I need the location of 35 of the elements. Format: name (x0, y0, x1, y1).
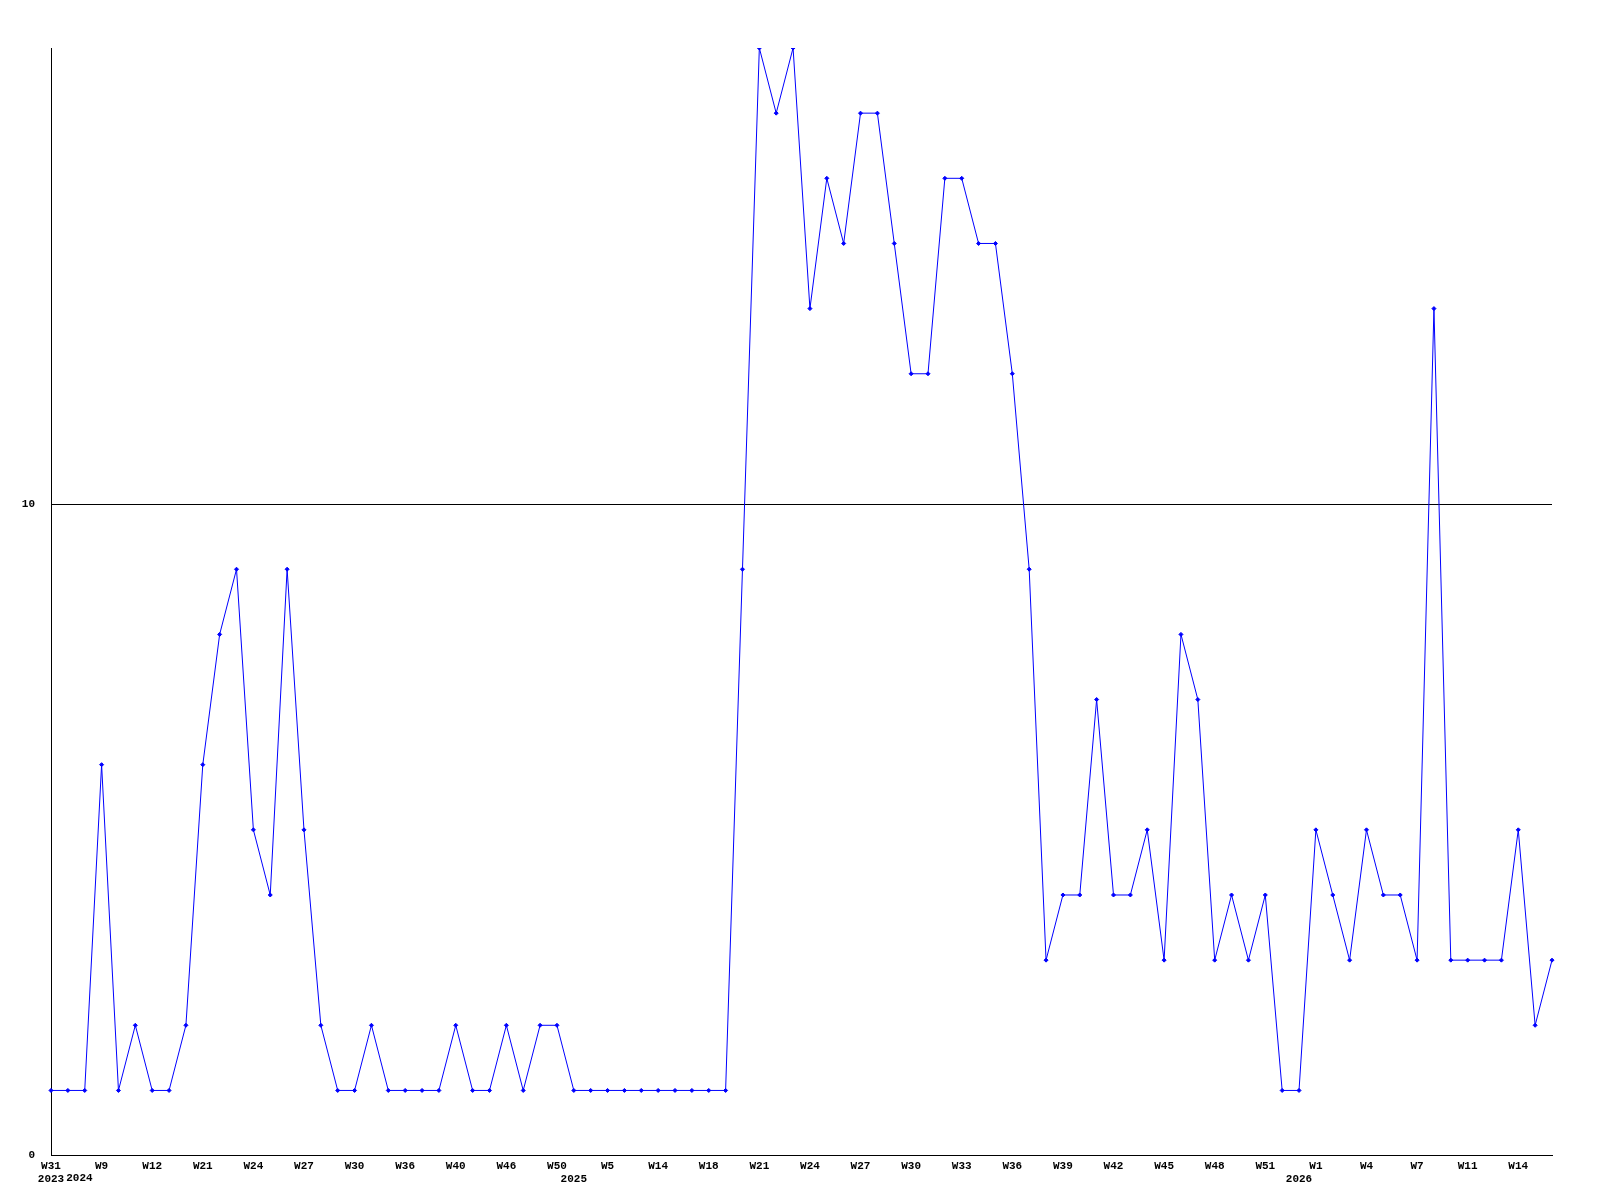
y-tick-label: 10 (21, 497, 35, 510)
x-tick-label: W27 (294, 1159, 314, 1172)
x-tick-label: 2026 (1285, 1173, 1313, 1186)
x-tick-label: W18 (698, 1159, 720, 1172)
x-tick-label: W7 (1410, 1159, 1424, 1172)
x-tick-label: W45 (1154, 1159, 1175, 1172)
x-tick-label: W21 (749, 1159, 770, 1172)
x-tick-label: W51 (1255, 1159, 1276, 1172)
x-tick-label: W31 2023 (37, 1159, 65, 1186)
x-tick-label: W36 (1002, 1159, 1023, 1172)
x-tick-label: W39 (1053, 1159, 1073, 1172)
x-tick-label: W14 (648, 1159, 669, 1172)
x-tick-label: W12 (142, 1159, 163, 1172)
x-tick-label: W24 (800, 1159, 821, 1172)
x-tick-label: W48 (1204, 1159, 1225, 1172)
x-tick-label: W21 (192, 1159, 214, 1172)
x-tick-label: W11 (1457, 1159, 1478, 1172)
text: 2024 (66, 1172, 94, 1185)
x-tick-label: 2025 (560, 1173, 588, 1186)
x-tick-label: W4 (1359, 1159, 1374, 1172)
x-tick-label: W50 (547, 1159, 567, 1172)
x-tick-label: W30 (344, 1159, 365, 1172)
x-tick-label: W9 (94, 1159, 109, 1172)
x-tick-label: W33 (951, 1159, 973, 1172)
x-tick-label: W27 (850, 1159, 871, 1172)
x-tick-label: W46 (496, 1159, 517, 1172)
x-tick-label: W1 (1309, 1159, 1323, 1172)
x-tick-label: W14 (1508, 1159, 1529, 1172)
x-tick-label: W36 (395, 1159, 416, 1172)
x-tick-label: W42 (1103, 1159, 1124, 1172)
x-tick-label: W40 (445, 1159, 466, 1172)
y-tick-label: 0 (28, 1149, 35, 1162)
x-tick-label: W5 (600, 1159, 615, 1172)
x-tick-label: W24 (243, 1159, 264, 1172)
x-tick-label: W30 (901, 1159, 922, 1172)
